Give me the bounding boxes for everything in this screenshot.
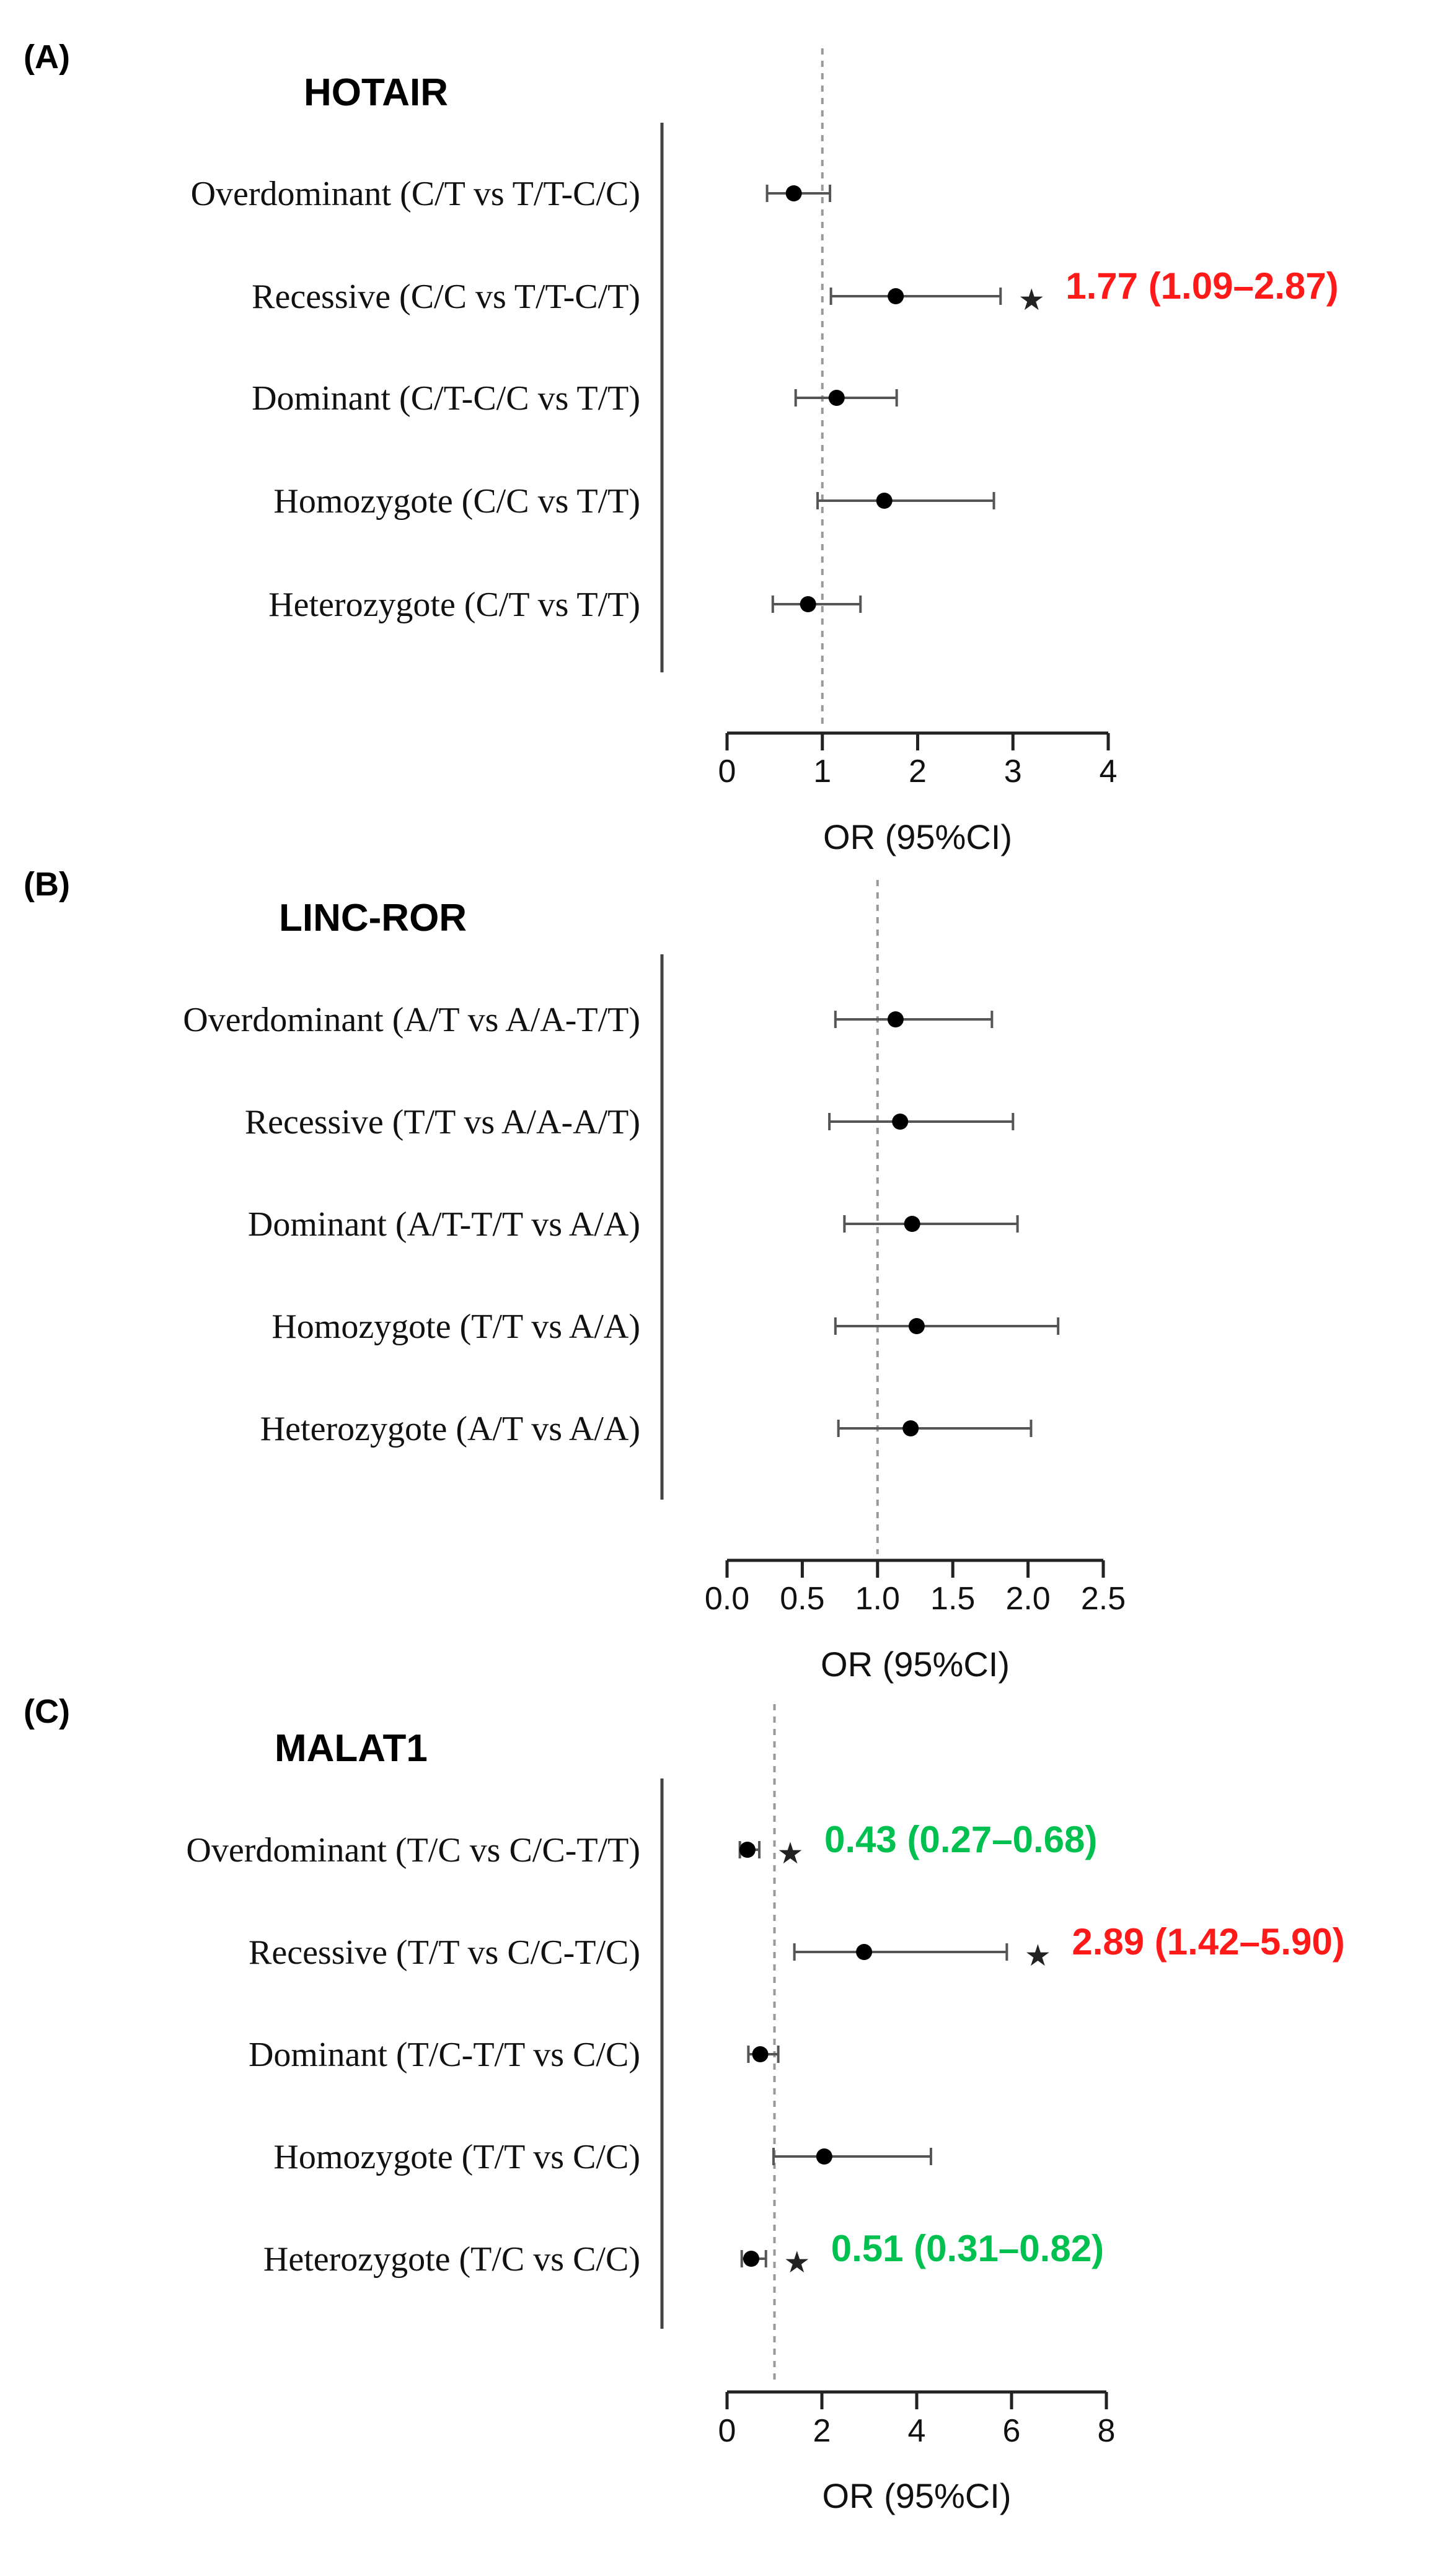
forest-row: Heterozygote (T/C vs C/C) ★ 0.51 (0.31–0.8… xyxy=(263,2228,1104,2280)
or-point xyxy=(743,2251,760,2267)
x-axis-title: OR (95%CI) xyxy=(821,1645,1010,1684)
forest-row: Dominant (T/C-T/T vs C/C) xyxy=(249,2036,780,2074)
row-label: Recessive (C/C vs T/T-C/T) xyxy=(252,278,640,316)
forest-row: Recessive (C/C vs T/T-C/T) ★ 1.77 (1.09–2.… xyxy=(252,265,1338,317)
x-tick-label: 0 xyxy=(718,2413,736,2449)
row-label: Dominant (T/C-T/T vs C/C) xyxy=(249,2036,640,2074)
x-tick-label: 6 xyxy=(1003,2413,1021,2449)
or-point xyxy=(904,1216,920,1232)
row-label: Heterozygote (T/C vs C/C) xyxy=(263,2240,640,2279)
x-tick-label: 1 xyxy=(813,754,831,789)
or-point xyxy=(752,2046,769,2062)
x-tick-label: 1.5 xyxy=(930,1581,975,1617)
x-tick-label: 0 xyxy=(718,754,736,789)
x-tick-label: 0.0 xyxy=(705,1581,749,1617)
x-tick-label: 2.5 xyxy=(1081,1581,1126,1617)
panel-letter: (B) xyxy=(24,866,70,903)
row-label: Overdominant (A/T vs A/A-T/T) xyxy=(183,1001,640,1039)
row-label: Recessive (T/T vs A/A-A/T) xyxy=(245,1103,640,1141)
forest-row: Overdominant (T/C vs C/C-T/T) ★ 0.43 (0.27… xyxy=(186,1819,1097,1871)
forest-row: Overdominant (C/T vs T/T-C/C) xyxy=(191,175,832,213)
x-tick-label: 0.5 xyxy=(780,1581,824,1617)
x-tick-label: 3 xyxy=(1004,754,1022,789)
row-label: Homozygote (T/T vs C/C) xyxy=(273,2138,640,2176)
or-point xyxy=(785,185,802,201)
row-label: Homozygote (C/C vs T/T) xyxy=(273,482,640,521)
or-point xyxy=(876,493,893,509)
or-point xyxy=(739,1842,756,1858)
forest-row: Heterozygote (C/T vs T/T) xyxy=(268,586,862,624)
panel-hotair: (A) HOTAIR Overdominant (C/T vs T/T-C/C) Re… xyxy=(24,38,1339,856)
significance-star: ★ xyxy=(777,1836,804,1871)
or-annotation: 0.51 (0.31–0.82) xyxy=(831,2228,1104,2269)
row-label: Overdominant (C/T vs T/T-C/C) xyxy=(191,175,640,213)
or-point xyxy=(908,1318,925,1334)
forest-row: Dominant (A/T-T/T vs A/A) xyxy=(248,1205,1019,1244)
forest-row: Heterozygote (A/T vs A/A) xyxy=(260,1410,1033,1448)
x-tick-label: 2.0 xyxy=(1005,1581,1050,1617)
row-label: Dominant (A/T-T/T vs A/A) xyxy=(248,1205,640,1244)
significance-star: ★ xyxy=(1025,1938,1051,1973)
forest-row: Dominant (C/T-C/C vs T/T) xyxy=(252,379,898,418)
x-tick-label: 8 xyxy=(1098,2413,1116,2449)
x-axis-title: OR (95%CI) xyxy=(823,2476,1012,2515)
forest-row: Homozygote (T/T vs C/C) xyxy=(273,2138,932,2176)
or-annotation: 1.77 (1.09–2.87) xyxy=(1065,265,1338,307)
forest-row: Homozygote (T/T vs A/A) xyxy=(271,1308,1060,1346)
or-point xyxy=(828,390,845,406)
panel-letter: (A) xyxy=(24,38,70,76)
panel-malat1: (C) MALAT1 Overdominant (T/C vs C/C-T/T) ★ 0… xyxy=(24,1693,1345,2515)
x-tick-label: 4 xyxy=(908,2413,926,2449)
x-axis-title: OR (95%CI) xyxy=(823,817,1012,856)
or-point xyxy=(888,288,904,304)
panel-title: LINC-ROR xyxy=(279,897,467,939)
or-point xyxy=(856,1944,873,1960)
x-tick-label: 2 xyxy=(813,2413,831,2449)
x-tick-label: 2 xyxy=(909,754,927,789)
forest-row: Overdominant (A/T vs A/A-T/T) xyxy=(183,1001,994,1039)
forest-row: Recessive (T/T vs A/A-A/T) xyxy=(245,1103,1015,1141)
or-point xyxy=(800,596,816,612)
row-label: Homozygote (T/T vs A/A) xyxy=(271,1308,640,1346)
significance-star: ★ xyxy=(1018,283,1045,317)
or-point xyxy=(902,1420,919,1436)
panel-title: MALAT1 xyxy=(275,1727,428,1770)
x-tick-label: 4 xyxy=(1100,754,1118,789)
x-tick-label: 1.0 xyxy=(855,1581,900,1617)
or-point xyxy=(816,2148,832,2165)
row-label: Overdominant (T/C vs C/C-T/T) xyxy=(186,1831,640,1870)
row-label: Heterozygote (C/T vs T/T) xyxy=(268,586,640,624)
panel-letter: (C) xyxy=(24,1693,70,1730)
panel-title: HOTAIR xyxy=(304,71,448,114)
significance-star: ★ xyxy=(783,2245,810,2280)
or-point xyxy=(887,1011,904,1027)
panel-linc-ror: (B) LINC-ROR Overdominant (A/T vs A/A-T/T)… xyxy=(24,866,1126,1684)
row-label: Heterozygote (A/T vs A/A) xyxy=(260,1410,640,1448)
forest-row: Recessive (T/T vs C/C-T/C) ★ 2.89 (1.42–5.… xyxy=(249,1921,1345,1973)
row-label: Recessive (T/T vs C/C-T/C) xyxy=(249,1933,640,1972)
or-annotation: 2.89 (1.42–5.90) xyxy=(1072,1921,1344,1963)
forest-row: Homozygote (C/C vs T/T) xyxy=(273,482,995,521)
or-annotation: 0.43 (0.27–0.68) xyxy=(824,1819,1097,1860)
row-label: Dominant (C/T-C/C vs T/T) xyxy=(252,379,640,418)
or-point xyxy=(892,1114,909,1130)
